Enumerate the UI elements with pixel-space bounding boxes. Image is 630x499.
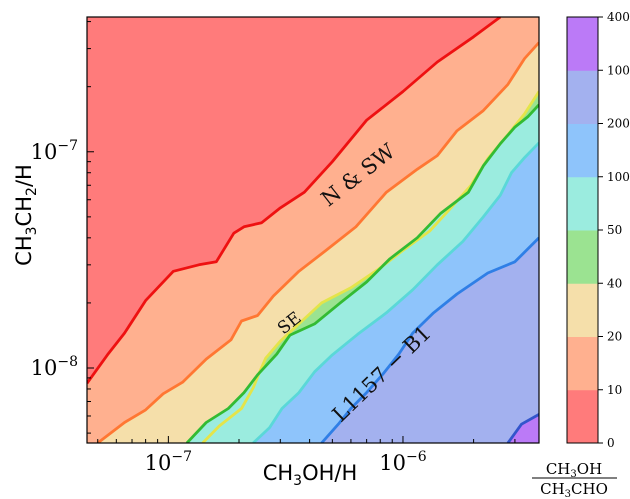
colorbar-tick-label: 1000	[607, 63, 630, 77]
x-axis-label: CH3OH/H	[263, 461, 358, 489]
colorbar-tick-label: 10	[607, 383, 622, 397]
colorbar-segment-0-10	[567, 389, 598, 444]
axis-ticks: 10−7 10−6 10−7 10−8	[31, 21, 516, 475]
band-200-1000	[321, 237, 539, 443]
contour-line-20	[96, 41, 539, 443]
band-1000-4000	[507, 414, 539, 443]
colorbar: 0 10 20 40 50 100 200 1000 4000	[566, 10, 630, 450]
colorbar-segment-1000-4000	[567, 17, 598, 71]
colorbar-tick-label: 100	[607, 170, 630, 184]
contour-line-100	[252, 141, 539, 443]
svg-text:CH3OH: CH3OH	[546, 460, 602, 480]
contour-lines	[87, 17, 539, 443]
colorbar-tick-label: 40	[607, 276, 622, 290]
contour-fills	[87, 17, 539, 443]
colorbar-tick-label: 0	[607, 436, 615, 450]
y-tick-label: 10−7	[31, 138, 78, 164]
contour-line-50	[185, 103, 539, 443]
x-tick-label: 10−6	[379, 449, 426, 475]
colorbar-label: CH3OH CH3CHO	[532, 460, 617, 499]
colorbar-segment-50-100	[567, 176, 598, 231]
colorbar-segment-40-50	[567, 230, 598, 284]
colorbar-segment-10-20	[567, 336, 598, 391]
colorbar-tick-label: 20	[607, 330, 622, 344]
colorbar-segment-20-40	[567, 283, 598, 337]
colorbar-segment-200-1000	[567, 70, 598, 124]
x-tick-label: 10−7	[145, 449, 192, 475]
plot-frame	[86, 16, 540, 444]
y-tick-label: 10−8	[31, 354, 78, 380]
y-axis-label: CH3CH2/H	[12, 164, 40, 266]
contour-line-1000	[506, 413, 539, 443]
colorbar-tick-label: 200	[607, 117, 630, 131]
contour-line-200	[320, 236, 539, 443]
svg-text:CH3CHO: CH3CHO	[540, 480, 608, 499]
contour-line-10	[87, 17, 502, 385]
colorbar-segment-100-200	[567, 123, 598, 178]
colorbar-tick-label: 50	[607, 223, 622, 237]
colorbar-tick-label: 4000	[607, 10, 630, 24]
